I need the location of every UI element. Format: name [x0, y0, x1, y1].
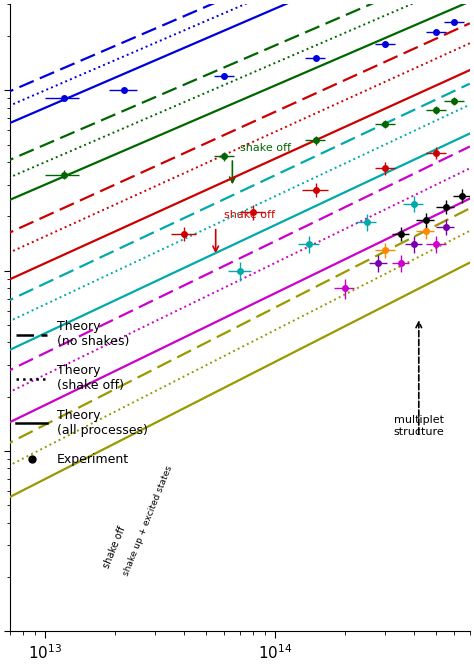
Legend: Theory
(no shakes), Theory
(shake off), Theory
(all processes), Experiment: Theory (no shakes), Theory (shake off), … — [16, 320, 148, 466]
Text: multiplet
structure: multiplet structure — [393, 415, 444, 437]
Text: shake off: shake off — [101, 525, 128, 569]
Text: shake off: shake off — [240, 143, 291, 153]
Text: shake up + excited states: shake up + excited states — [122, 464, 174, 577]
Text: shake off: shake off — [224, 210, 275, 220]
